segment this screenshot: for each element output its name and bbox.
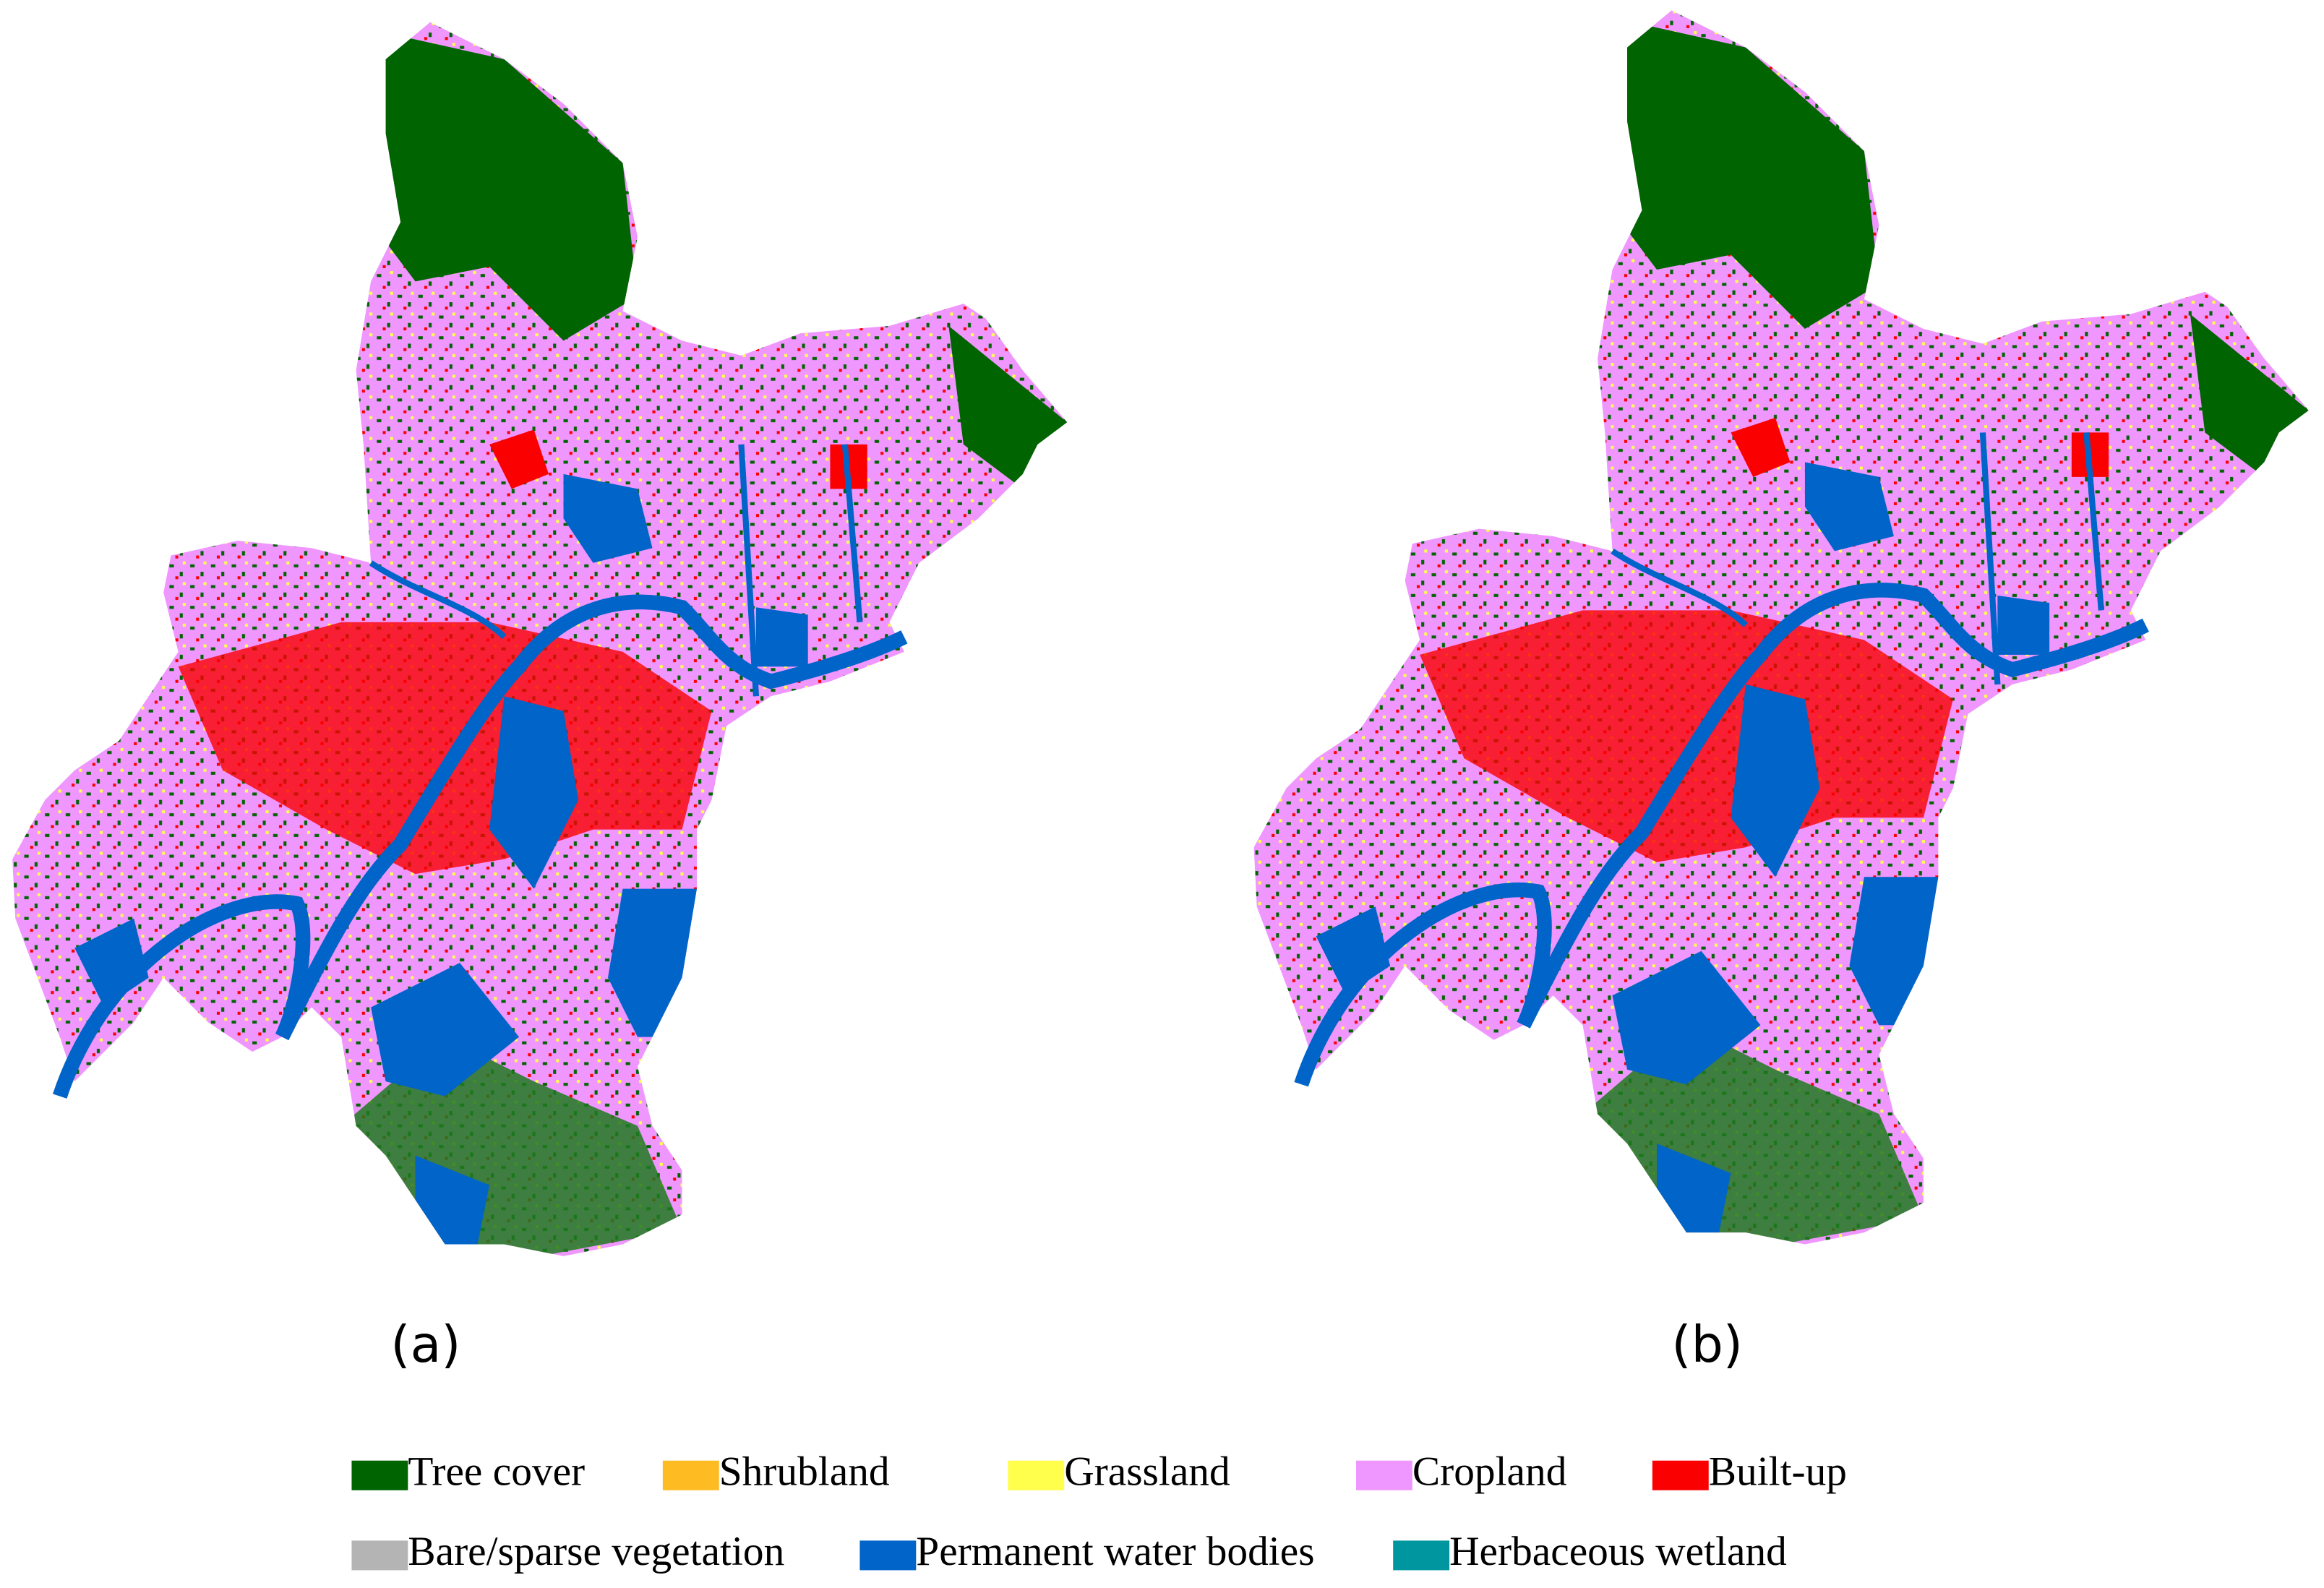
legend: Tree cover Shrubland Grassland Cropland Buil… (351, 1448, 1847, 1574)
legend-label: Shrubland (719, 1448, 890, 1494)
legend-swatch (1355, 1460, 1412, 1490)
legend-swatch (1008, 1460, 1065, 1490)
legend-label: Bare/sparse vegetation (408, 1529, 784, 1574)
legend-swatch (351, 1540, 408, 1571)
land-cover-map-a (1, 0, 1097, 1274)
legend-swatch (1393, 1540, 1450, 1571)
legend-label: Cropland (1412, 1448, 1567, 1494)
legend-label: Built-up (1709, 1448, 1847, 1494)
panel-label: (a) (390, 1316, 460, 1374)
panel-label: (b) (1671, 1316, 1743, 1374)
legend-label: Permanent water bodies (916, 1529, 1314, 1574)
legend-label: Grassland (1064, 1448, 1230, 1494)
legend-swatch (859, 1540, 917, 1571)
legend-label: Herbaceous wetland (1449, 1529, 1787, 1574)
legend-swatch (1652, 1460, 1709, 1490)
legend-swatch (662, 1460, 719, 1490)
legend-label: Tree cover (408, 1448, 585, 1494)
land-cover-map-b (1242, 0, 2324, 1262)
legend-swatch (351, 1460, 408, 1490)
